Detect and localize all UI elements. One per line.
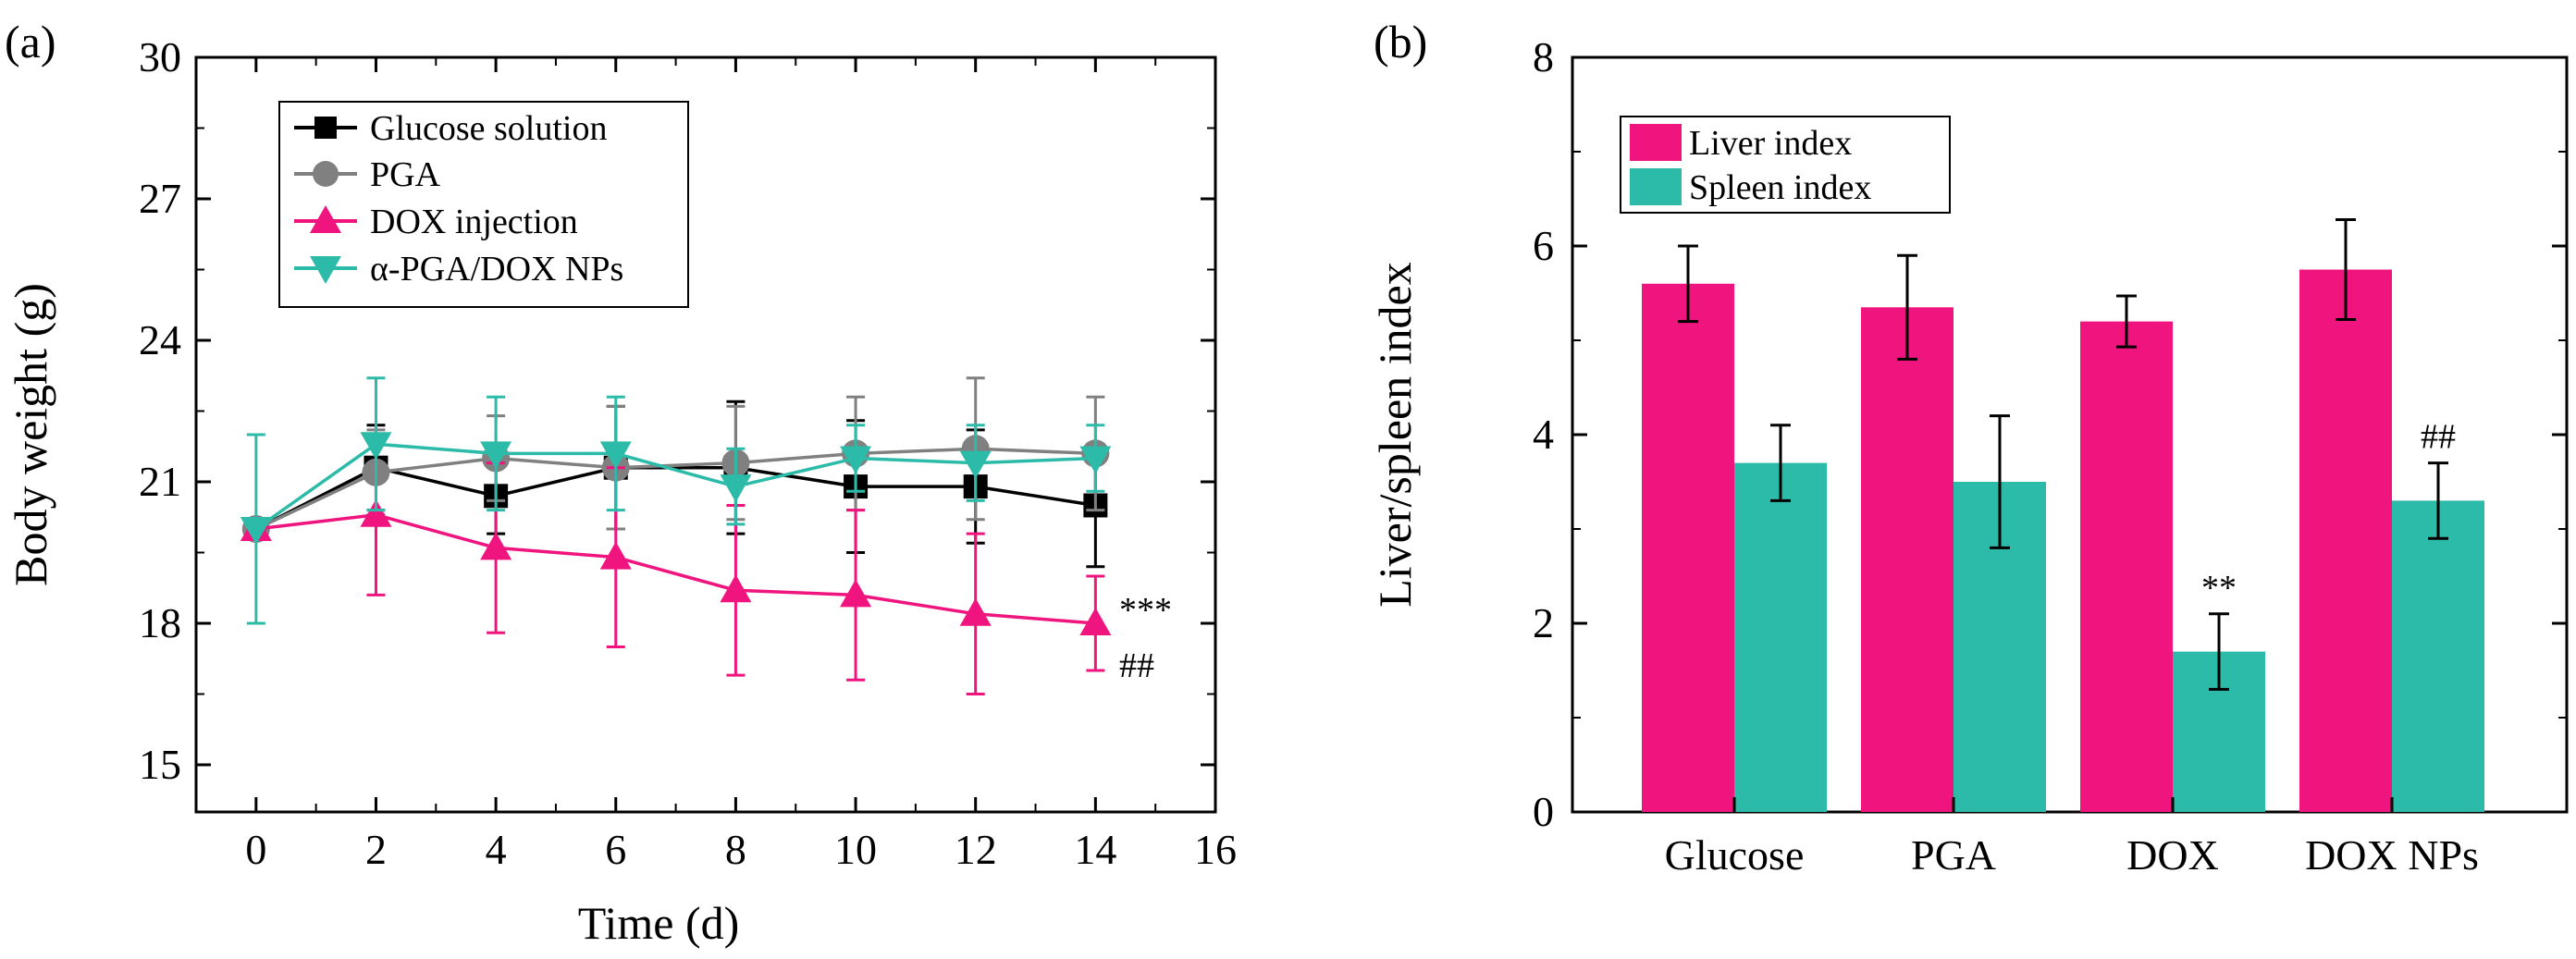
y-tick-label: 24 <box>139 316 181 363</box>
data-point-marker <box>959 597 992 626</box>
data-point-marker <box>720 574 752 603</box>
legend-label-liver: Liver index <box>1689 124 1852 163</box>
legend-square-marker-glucose <box>314 117 337 139</box>
series-group-a <box>240 376 1112 695</box>
legend-label-nps: α-PGA/DOX NPs <box>370 250 623 289</box>
legend-label-glucose: Glucose solution <box>370 109 607 148</box>
plot-frame-a <box>194 55 1217 814</box>
series-line <box>255 447 1096 531</box>
y-tick-label: 18 <box>139 599 181 646</box>
bar-dox-nps-spleen <box>2392 500 2484 812</box>
series-4 <box>240 376 1112 625</box>
y-tick-label: 0 <box>1533 788 1554 835</box>
y-tick-label: 21 <box>139 458 181 505</box>
x-tick-label: 10 <box>834 826 877 873</box>
bars-group-b <box>1642 217 2484 813</box>
data-point-marker <box>1079 608 1112 635</box>
significance-annotation: ## <box>2421 418 2456 457</box>
legend-b: Liver index Spleen index <box>1620 116 1951 214</box>
series-3 <box>240 433 1112 695</box>
bar-dox-nps-liver <box>2299 269 2392 812</box>
y-tick-label: 15 <box>139 741 181 788</box>
panel-label-a: (a) <box>5 16 56 68</box>
data-point-marker <box>360 498 392 527</box>
legend-swatch-spleen <box>1630 168 1682 205</box>
significance-annotation: ** <box>2201 569 2237 608</box>
data-point-marker <box>240 517 272 545</box>
annotations-b: ** ## <box>2201 418 2456 608</box>
x-tick-label: 14 <box>1074 826 1116 873</box>
data-point-marker <box>480 532 512 560</box>
bar-pga-liver <box>1861 307 1954 812</box>
x-tick-label: 2 <box>365 826 387 873</box>
legend-box-a <box>278 101 689 308</box>
y-axis-a: 15 18 21 24 27 30 <box>139 33 1215 788</box>
y-tick-label: 6 <box>1533 222 1554 269</box>
y-axis-b: 0 2 4 6 8 <box>1533 33 2567 835</box>
y-tick-label: 2 <box>1533 599 1554 646</box>
panel-label-b: (b) <box>1374 16 1427 68</box>
data-point-marker <box>840 579 872 608</box>
y-tick-label: 27 <box>139 175 181 222</box>
legend-label-pga: PGA <box>370 155 441 194</box>
legend-triangle-marker-dox <box>310 205 341 233</box>
x-axis-title-a: Time (d) <box>578 897 740 949</box>
data-point-marker <box>360 432 392 461</box>
x-category-label: DOX NPs <box>2305 831 2479 879</box>
legend-circle-marker-pga <box>313 161 339 187</box>
x-category-label: DOX <box>2126 831 2219 879</box>
legend-a: Glucose solution PGA DOX injection α-PGA… <box>278 101 689 308</box>
data-point-marker <box>599 541 632 570</box>
series-line <box>255 465 1096 531</box>
y-axis-title-b: Liver/spleen index <box>1369 262 1421 608</box>
bar-glucose-spleen <box>1734 462 1827 812</box>
x-tick-label: 4 <box>486 826 507 873</box>
bar-dox-liver <box>2080 321 2173 813</box>
x-tick-label: 0 <box>245 826 266 873</box>
x-category-label: PGA <box>1911 831 1996 879</box>
data-point-marker <box>599 441 632 470</box>
data-point-marker <box>480 441 512 470</box>
x-axis-b: Glucose PGA DOX DOX NPs <box>1665 797 2479 879</box>
series-line <box>255 512 1096 625</box>
y-tick-label: 4 <box>1533 411 1554 458</box>
x-tick-label: 8 <box>725 826 746 873</box>
x-category-label: Glucose <box>1665 831 1805 879</box>
y-axis-title-a: Body weight (g) <box>5 283 56 586</box>
annotation-significance-hash: ## <box>1119 646 1154 685</box>
panel-b-liver-spleen-chart: (b) 0 2 4 6 8 Glucose PGA DOX DOX NPs Liver/spl… <box>1369 16 2569 879</box>
bar-glucose-liver <box>1642 283 1734 812</box>
x-axis-a: 0 2 4 6 8 10 12 14 16 <box>245 57 1237 873</box>
x-tick-label: 12 <box>955 826 997 873</box>
data-point-marker <box>959 450 992 479</box>
legend-label-dox: DOX injection <box>370 203 578 241</box>
x-tick-label: 6 <box>605 826 626 873</box>
legend-triangle-marker-nps <box>310 256 341 284</box>
data-point-marker <box>1079 446 1112 474</box>
annotation-significance-stars: *** <box>1119 591 1172 630</box>
x-tick-label: 16 <box>1194 826 1237 873</box>
legend-swatch-liver <box>1630 124 1682 161</box>
data-point-marker <box>720 474 752 503</box>
series-line <box>254 442 1096 531</box>
data-point-marker <box>840 446 872 474</box>
y-tick-label: 8 <box>1533 33 1554 80</box>
legend-label-spleen: Spleen index <box>1689 168 1871 207</box>
y-tick-label: 30 <box>139 33 181 80</box>
